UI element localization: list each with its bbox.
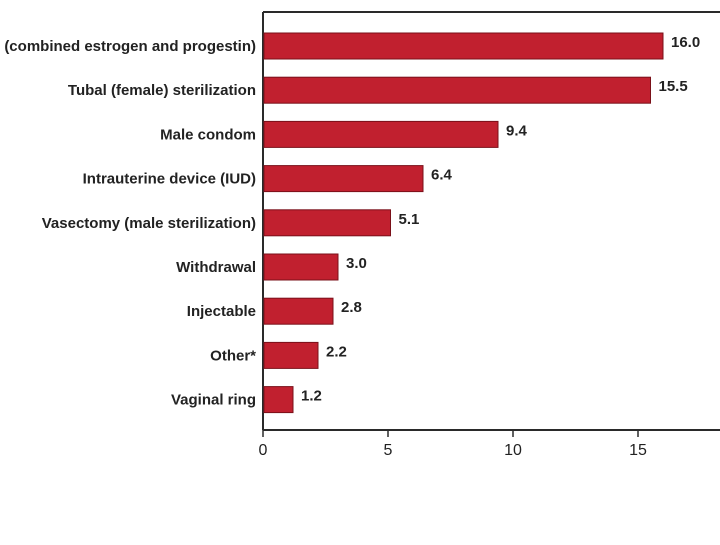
x-axis: 0 5 10 15 [259,430,647,459]
bar [263,165,424,193]
bars-group [263,32,664,414]
bar [263,120,499,148]
bar [263,386,294,414]
value-label: 2.2 [326,343,347,360]
value-labels: 16.0 15.5 9.4 6.4 5.1 3.0 2.8 2.2 1.2 [301,34,700,405]
value-label: 9.4 [506,122,528,139]
category-label: Withdrawal [176,259,256,276]
bar [263,209,391,237]
value-label: 2.8 [341,299,362,316]
category-label: Vaginal ring [171,392,256,409]
category-label: Vasectomy (male sterilization) [42,215,256,232]
value-label: 1.2 [301,388,322,405]
x-tick-label: 0 [259,442,268,459]
bar [263,297,334,325]
value-label: 6.4 [431,167,453,184]
value-label: 16.0 [671,34,700,51]
bar [263,341,319,369]
category-label: Intrauterine device (IUD) [83,171,256,188]
x-tick-label: 5 [384,442,393,459]
value-label: 3.0 [346,255,367,272]
category-label: Pill (combined estrogen and progestin) [0,38,256,55]
value-label: 15.5 [659,78,688,95]
category-label: Injectable [187,303,256,320]
category-labels: Pill (combined estrogen and progestin) Tu… [0,38,256,409]
x-tick-label: 10 [504,442,522,459]
category-label: Other* [210,347,256,364]
category-label: Male condom [160,126,256,143]
x-tick-label: 15 [629,442,647,459]
value-label: 5.1 [399,211,420,228]
plot-frame [262,11,720,431]
bar [263,253,339,281]
bar [263,32,664,60]
bar [263,76,651,104]
category-label: Tubal (female) sterilization [68,82,256,99]
